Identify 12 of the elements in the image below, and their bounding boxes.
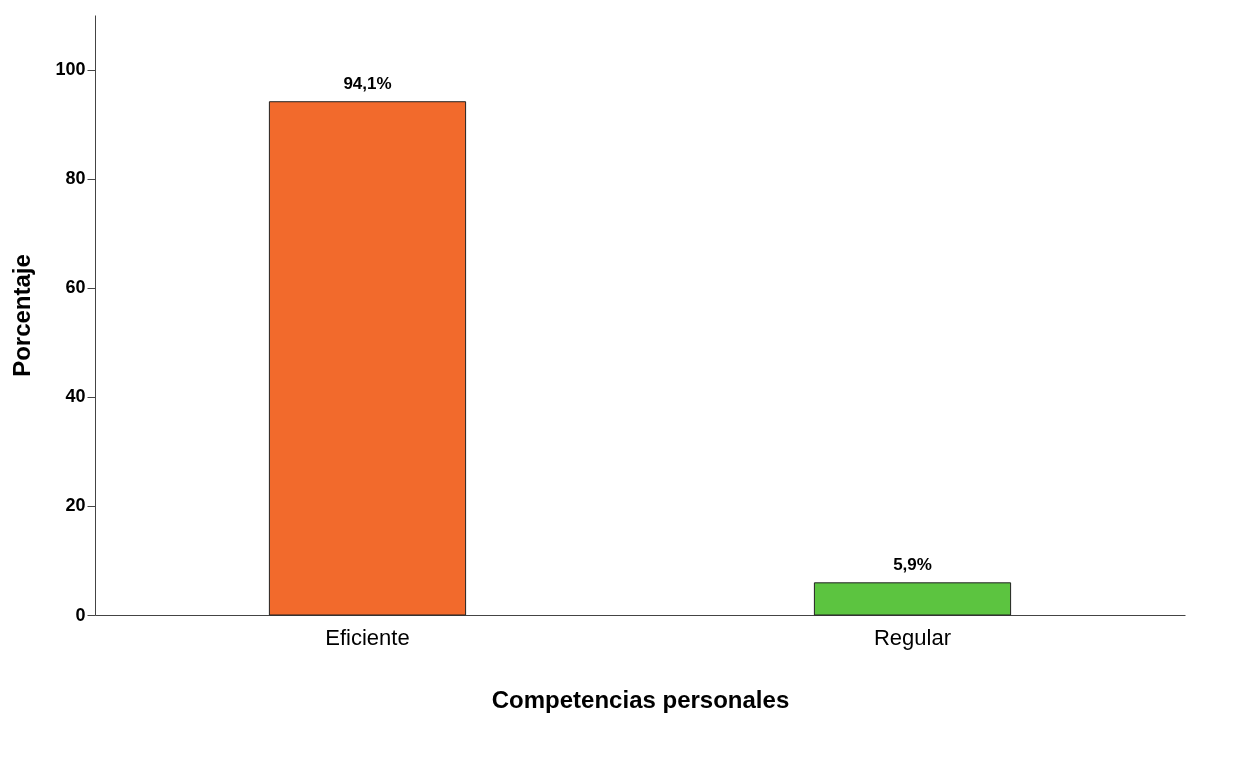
x-tick-label: Regular: [873, 624, 952, 650]
y-tick-label: 60: [65, 277, 86, 298]
data-label: 94,1%: [343, 73, 392, 93]
x-tick-label: Eficiente: [325, 624, 410, 650]
data-label: 5,9%: [893, 554, 932, 574]
y-tick-label: 0: [75, 604, 86, 625]
y-tick-label: 100: [55, 59, 86, 80]
y-tick-label: 40: [65, 386, 86, 407]
x-axis-title: Competencias personales: [491, 685, 790, 713]
y-tick-label: 20: [65, 495, 86, 516]
y-tick-label: 80: [65, 168, 86, 189]
y-axis-title: Porcentaje: [8, 254, 36, 377]
